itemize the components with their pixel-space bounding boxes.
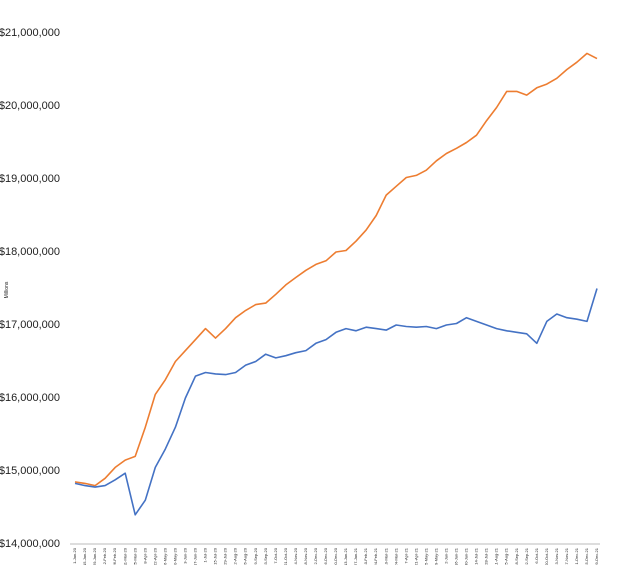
y-tick-label: $21,000,000 bbox=[0, 27, 60, 39]
x-tick-label: 20-May-20 bbox=[172, 547, 177, 565]
x-tick-label: 29-Dec-21 bbox=[594, 547, 599, 565]
x-tick-label: 2-Jun-21 bbox=[443, 547, 448, 564]
x-tick-label: 3-Jun-20 bbox=[182, 547, 187, 564]
x-tick-label: 18-Nov-20 bbox=[303, 547, 308, 565]
x-tick-label: 19-May-21 bbox=[433, 547, 438, 565]
x-tick-label: 12-Aug-20 bbox=[233, 547, 238, 565]
y-tick-label: $17,000,000 bbox=[0, 319, 60, 331]
x-tick-label: 4-Nov-20 bbox=[293, 547, 298, 564]
y-tick-label: $16,000,000 bbox=[0, 392, 60, 404]
x-tick-label: 26-Aug-20 bbox=[243, 547, 248, 565]
x-tick-label: 25-Mar-20 bbox=[132, 547, 137, 565]
x-tick-label: 27-Jan-21 bbox=[353, 547, 358, 565]
x-tick-label: 16-Dec-20 bbox=[323, 547, 328, 565]
x-tick-label: 22-Sep-21 bbox=[524, 547, 529, 565]
x-tick-label: 30-Jun-21 bbox=[464, 547, 469, 565]
x-tick-label: 24-Mar-21 bbox=[393, 547, 398, 565]
x-tick-label: 20-Oct-21 bbox=[544, 547, 549, 565]
x-tick-label: 17-Jun-20 bbox=[193, 547, 198, 565]
x-tick-label: 1-Jan-20 bbox=[72, 547, 77, 564]
x-tick-label: 9-Sep-20 bbox=[253, 547, 258, 564]
x-tick-label: 16-Jun-21 bbox=[454, 547, 459, 565]
x-tick-label: 3-Nov-21 bbox=[554, 547, 559, 564]
x-tick-label: 21-Apr-21 bbox=[413, 547, 418, 565]
x-tick-label: 28-Jul-21 bbox=[484, 547, 489, 564]
x-tick-label: 15-Dec-21 bbox=[584, 547, 589, 565]
x-tick-label: 13-Jan-21 bbox=[343, 547, 348, 565]
series-line bbox=[74, 52, 598, 487]
x-tick-label: 12-Feb-20 bbox=[102, 547, 107, 565]
y-tick-label: $15,000,000 bbox=[0, 465, 60, 477]
x-tick-label: 10-Feb-21 bbox=[363, 547, 368, 565]
x-tick-label: 29-Jan-20 bbox=[92, 547, 97, 565]
y-tick-label: $18,000,000 bbox=[0, 246, 60, 258]
y-tick-label: $20,000,000 bbox=[0, 100, 60, 112]
x-tick-label: 14-Jul-21 bbox=[474, 547, 479, 564]
y-tick-label: $19,000,000 bbox=[0, 173, 60, 185]
x-tick-label: 15-Jul-20 bbox=[213, 547, 218, 564]
x-tick-label: 5-May-21 bbox=[423, 547, 428, 565]
x-tick-label: 6-Oct-21 bbox=[534, 547, 539, 563]
x-tick-label: 8-Sep-21 bbox=[514, 547, 519, 564]
y-tick-label: $14,000,000 bbox=[0, 538, 60, 550]
x-tick-label: 11-Aug-21 bbox=[494, 547, 499, 565]
x-tick-label: 24-Feb-21 bbox=[373, 547, 378, 565]
x-tick-label: 29-Jul-20 bbox=[223, 547, 228, 564]
x-tick-label: 22-Apr-20 bbox=[152, 547, 157, 565]
x-tick-label: 8-Apr-20 bbox=[142, 547, 147, 563]
x-tick-label: 6-May-20 bbox=[162, 547, 167, 565]
x-tick-label: 7-Oct-20 bbox=[273, 547, 278, 563]
x-tick-label: 1-Jul-20 bbox=[203, 547, 208, 562]
series-line bbox=[74, 288, 598, 516]
x-tick-label: 2-Dec-20 bbox=[313, 547, 318, 564]
x-tick-label: 11-Mar-20 bbox=[122, 547, 127, 565]
x-tick-label: 23-Sep-20 bbox=[263, 547, 268, 565]
x-tick-label: 21-Oct-20 bbox=[283, 547, 288, 565]
x-tick-label: 10-Mar-21 bbox=[383, 547, 388, 565]
x-tick-label: 7-Apr-21 bbox=[403, 547, 408, 563]
y-axis-label: Millions bbox=[4, 281, 10, 298]
x-tick-label: 25-Aug-21 bbox=[504, 547, 509, 565]
x-tick-label: 17-Nov-21 bbox=[564, 547, 569, 565]
x-tick-label: 26-Feb-20 bbox=[112, 547, 117, 565]
x-tick-label: 1-Dec-21 bbox=[574, 547, 579, 564]
x-tick-label: 15-Jan-20 bbox=[82, 547, 87, 565]
x-tick-label: 30-Dec-20 bbox=[333, 547, 338, 565]
